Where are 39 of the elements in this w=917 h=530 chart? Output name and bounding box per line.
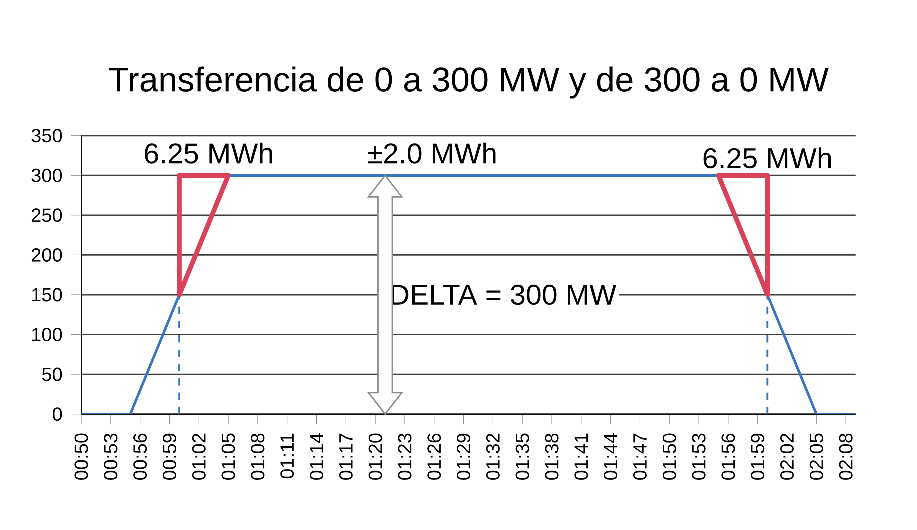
x-tick-label: 01:53: [692, 434, 706, 480]
y-tick-label: 250: [32, 208, 62, 222]
x-tick-label: 01:50: [662, 434, 676, 480]
x-tick-label: 01:38: [545, 434, 559, 480]
x-tick-label: 01:05: [222, 434, 236, 480]
chart-title: Transferencia de 0 a 300 MW y de 300 a 0 MW: [108, 66, 829, 99]
annotation: ±2.0 MWh: [368, 142, 496, 164]
y-tick-label: 200: [32, 248, 62, 262]
annotation: 6.25 MWh: [704, 148, 832, 169]
x-tick-label: 01:56: [722, 434, 736, 480]
y-tick-label: 100: [32, 328, 62, 342]
x-tick-label: 01:26: [428, 434, 442, 480]
x-tick-label: 00:53: [104, 434, 118, 480]
x-tick-label: 00:59: [162, 434, 176, 480]
x-tick-label: 01:32: [486, 434, 500, 480]
x-tick-label: 01:17: [339, 434, 353, 480]
y-tick-label: 0: [53, 408, 62, 422]
x-tick-label: 00:56: [134, 434, 148, 480]
x-tick-label: 01:41: [574, 434, 588, 480]
x-tick-label: 01:59: [751, 434, 765, 480]
x-tick-label: 01:11: [280, 434, 294, 479]
x-tick-label: 01:44: [604, 434, 618, 480]
y-tick-label: 50: [42, 368, 62, 382]
x-tick-label: 01:23: [398, 434, 412, 480]
x-tick-label: 01:14: [310, 434, 324, 480]
x-tick-label: 01:47: [633, 434, 647, 480]
x-tick-label: 01:20: [368, 434, 382, 480]
annotation: 6.25 MWh: [145, 142, 272, 164]
y-tick-label: 300: [32, 168, 62, 182]
x-tick-label: 02:08: [839, 434, 853, 480]
x-tick-label: 01:29: [457, 434, 471, 480]
x-tick-label: 02:02: [780, 434, 794, 480]
x-tick-label: 01:02: [192, 434, 206, 480]
x-tick-label: 02:05: [810, 434, 824, 480]
x-tick-label: 01:08: [251, 434, 265, 480]
x-tick-label: 00:50: [74, 434, 88, 480]
y-tick-label: 350: [32, 129, 62, 143]
y-tick-label: 150: [32, 288, 62, 302]
x-tick-label: 01:35: [516, 434, 530, 480]
